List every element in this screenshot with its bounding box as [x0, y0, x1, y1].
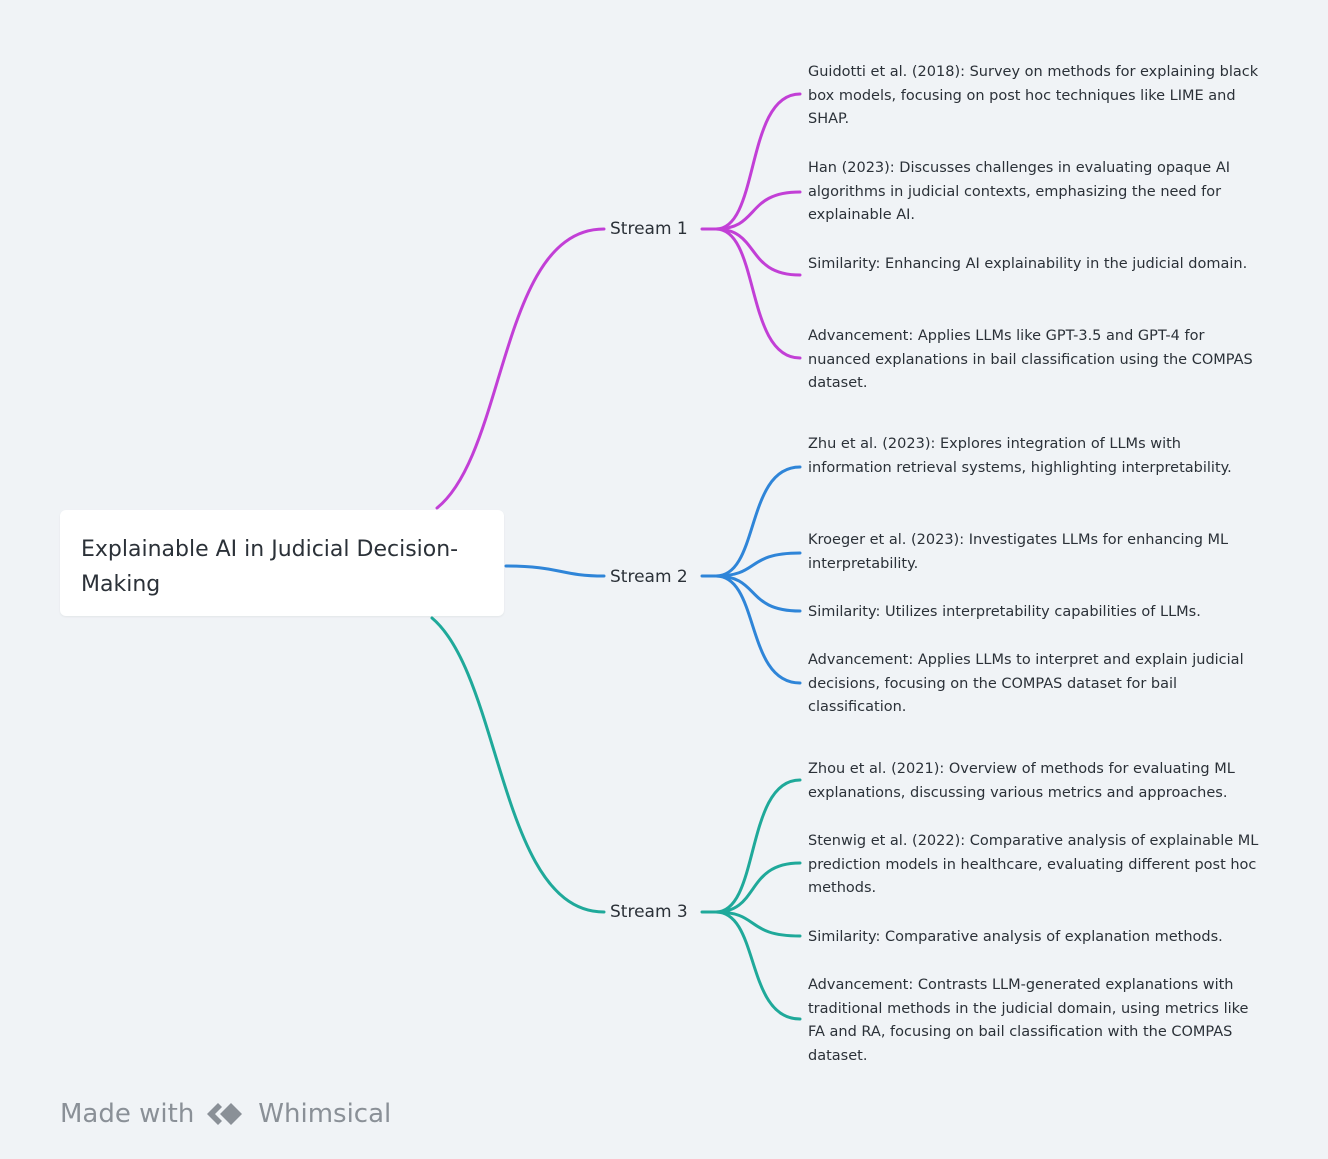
stream-3-to-leaf-4-connector — [714, 910, 802, 1021]
stream-1-to-leaf-3-connector — [714, 227, 802, 277]
stream-2-to-leaf-1-connector — [714, 465, 802, 578]
stream-1-leaf-1[interactable]: Guidotti et al. (2018): Survey on method… — [808, 64, 1259, 127]
whimsical-logo-icon — [207, 1103, 243, 1125]
stream-2-to-leaf-3-connector — [714, 574, 802, 613]
stream-1-label[interactable]: Stream 1 — [610, 219, 688, 239]
made-with-text: Made with — [60, 1099, 195, 1129]
stream-1-to-leaf-1-connector — [714, 92, 802, 231]
stream-1-leaf-4[interactable]: Advancement: Applies LLMs like GPT-3.5 a… — [808, 328, 1253, 391]
stream-2-leaf-3[interactable]: Similarity: Utilizes interpretability ca… — [808, 604, 1201, 620]
stream-3-to-leaf-3-connector — [714, 910, 802, 938]
root-title: Explainable AI in Judicial Decision-Maki… — [81, 537, 459, 597]
stream-2-leaf-1[interactable]: Zhu et al. (2023): Explores integration … — [808, 436, 1232, 476]
stream-2-to-leaf-4-connector — [714, 574, 802, 685]
stream-1-leaf-2[interactable]: Han (2023): Discusses challenges in eval… — [808, 160, 1231, 223]
made-with-whimsical-badge[interactable]: Made with Whimsical — [60, 1096, 391, 1132]
root-to-stream-3-connector — [430, 616, 606, 914]
stream-3-leaf-2[interactable]: Stenwig et al. (2022): Comparative analy… — [808, 833, 1259, 896]
stream-1-to-leaf-2-connector — [714, 190, 802, 231]
stream-2-label[interactable]: Stream 2 — [610, 567, 688, 587]
stream-3-to-leaf-2-connector — [714, 861, 802, 914]
stream-3-leaf-3[interactable]: Similarity: Comparative analysis of expl… — [808, 929, 1223, 945]
root-node[interactable]: Explainable AI in Judicial Decision-Maki… — [60, 510, 504, 616]
root-to-stream-2-connector — [504, 564, 606, 578]
stream-2-to-leaf-2-connector — [714, 551, 802, 578]
stream-2-leaf-2[interactable]: Kroeger et al. (2023): Investigates LLMs… — [808, 532, 1229, 572]
stream-3-label[interactable]: Stream 3 — [610, 902, 688, 922]
whimsical-brand-text: Whimsical — [258, 1099, 392, 1129]
stream-1-leaf-3[interactable]: Similarity: Enhancing AI explainability … — [808, 256, 1248, 272]
stream-3-leaf-1[interactable]: Zhou et al. (2021): Overview of methods … — [808, 761, 1235, 801]
stream-1-to-leaf-4-connector — [714, 227, 802, 360]
stream-3-leaf-4[interactable]: Advancement: Contrasts LLM-generated exp… — [808, 977, 1249, 1064]
stream-3-to-leaf-1-connector — [714, 778, 802, 914]
root-to-stream-1-connector — [435, 227, 606, 510]
stream-2-leaf-4[interactable]: Advancement: Applies LLMs to interpret a… — [808, 652, 1244, 715]
